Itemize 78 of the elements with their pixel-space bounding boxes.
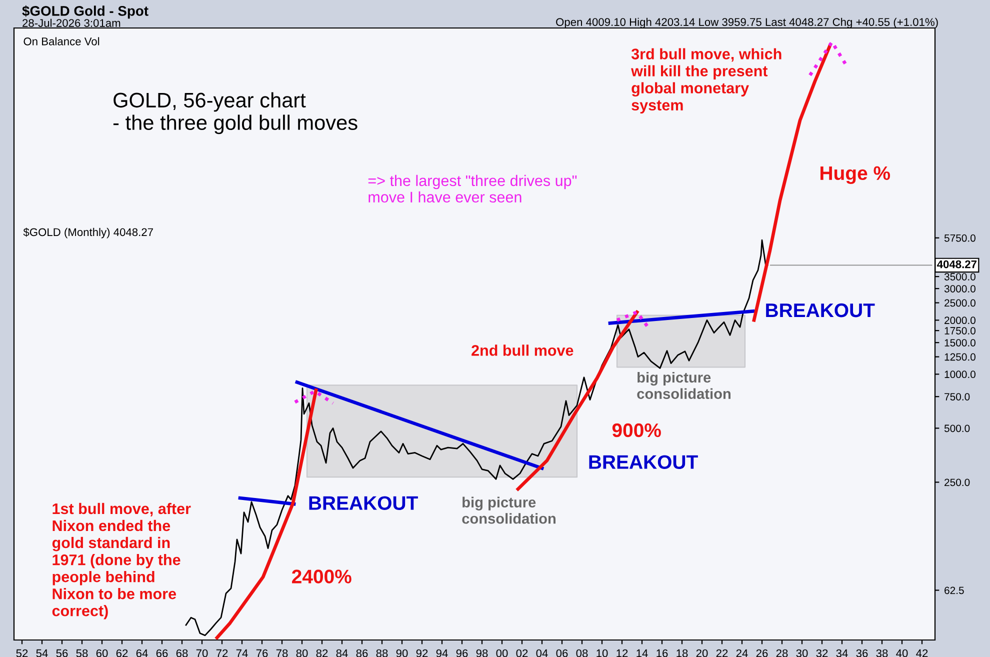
x-tick-label: 40 [896,649,908,657]
x-tick-label: 58 [76,649,88,657]
x-tick-label: 84 [336,649,348,657]
annotation: 2nd bull move [472,344,574,356]
x-tick-label: 86 [356,649,368,657]
x-tick-label: 08 [576,649,588,657]
x-tick-label: 02 [516,649,528,657]
x-tick-label: 36 [856,649,868,657]
y-tick-label: 62.5 [944,586,964,594]
x-tick-label: 96 [456,649,468,657]
x-tick-label: 06 [556,649,568,657]
x-tick-label: 12 [616,649,628,657]
x-tick-label: 74 [236,649,248,657]
x-tick-label: 80 [296,649,308,657]
x-tick-label: 62 [116,649,128,657]
x-tick-label: 66 [156,649,168,657]
x-tick-label: 94 [436,649,448,657]
annotation: 3rd bull move, which will kill the present global monetary system [631,48,782,114]
x-tick-label: 22 [716,649,728,657]
annotation: Open 4009.10 High 4203.14 Low 3959.75 Last 4048.27 Chg +40.55 (+1.01%) [556,18,938,28]
chart-title: $GOLD Gold - Spot [22,5,148,19]
x-tick-label: 00 [496,649,508,657]
annotation: BREAKOUT [309,496,418,510]
y-tick-label: 250.0 [944,478,970,486]
x-tick-label: 30 [796,649,808,657]
x-tick-label: 56 [56,649,68,657]
x-tick-label: 70 [196,649,208,657]
annotation: big picture consolidation [462,496,556,524]
x-tick-label: 90 [396,649,408,657]
x-tick-label: 42 [916,649,928,657]
x-tick-label: 18 [676,649,688,657]
annotation: On Balance Vol [24,37,100,46]
y-tick-label: 2500.0 [944,299,976,307]
x-tick-label: 72 [216,649,228,657]
annotation: 1st bull move, after Nixon ended the gold standard in 1971 (done by the people behind Nixon to be more correct) [52,502,191,620]
annotation: 900% [612,423,661,438]
x-tick-label: 10 [596,649,608,657]
x-tick-label: 54 [36,649,48,657]
x-tick-label: 82 [316,649,328,657]
y-tick-label: 1500.0 [944,339,976,346]
x-tick-label: 16 [656,649,668,657]
x-tick-label: 26 [756,649,768,657]
x-tick-label: 78 [276,649,288,657]
y-tick-label: 3500.0 [944,273,976,280]
x-tick-label: 04 [536,649,548,657]
y-tick-label: 500.0 [944,424,970,432]
x-tick-label: 52 [16,649,28,657]
annotation: BREAKOUT [589,455,698,469]
x-tick-label: 64 [136,649,148,657]
annotation: Huge % [820,166,890,184]
x-tick-label: 32 [816,649,828,657]
annotation: $GOLD (Monthly) 4048.27 [23,228,153,238]
x-tick-label: 88 [376,649,388,657]
x-tick-label: 24 [736,649,748,657]
y-tick-label: 1750.0 [944,327,976,334]
x-tick-label: 38 [876,649,888,657]
y-tick-label: 2000.0 [944,316,976,324]
x-tick-label: 76 [256,649,268,657]
annotation: GOLD, 56-year chart - the three gold bull moves [113,92,358,134]
x-tick-label: 92 [416,649,428,657]
annotation: => the largest "three drives up" move I have ever seen [368,174,577,203]
annotation: big picture consolidation [637,372,730,399]
x-tick-label: 60 [96,649,108,657]
annotation: BREAKOUT [766,303,875,318]
annotation: 2400% [292,570,352,584]
y-tick-label: 3000.0 [944,285,976,292]
y-tick-label: 5750.0 [944,234,976,242]
annotation: 4048.27 [937,260,977,268]
x-tick-label: 20 [696,649,708,657]
y-tick-label: 750.0 [944,393,970,400]
x-tick-label: 68 [176,649,188,657]
x-tick-label: 34 [836,649,848,657]
chart-subtitle: 28-Jul-2026 3:01am [22,18,120,27]
y-tick-label: 1250.0 [944,353,976,361]
x-tick-label: 28 [776,649,788,657]
x-tick-label: 98 [476,649,488,657]
y-tick-label: 1000.0 [944,370,976,378]
x-tick-label: 14 [636,649,648,657]
